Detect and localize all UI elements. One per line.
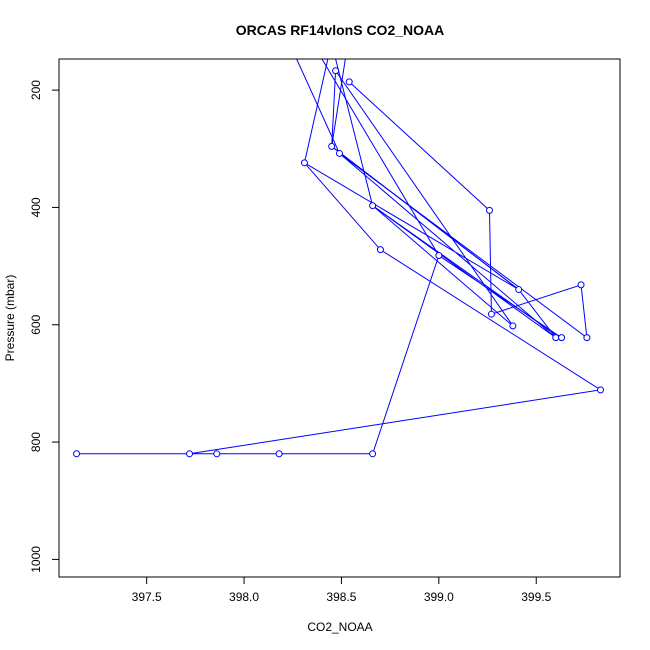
data-point <box>369 450 377 458</box>
data-point <box>186 450 194 458</box>
x-tick-label: 397.5 <box>132 590 162 604</box>
x-tick-label: 398.5 <box>326 590 356 604</box>
y-tick-label: 1000 <box>29 546 43 573</box>
data-point <box>332 67 340 75</box>
x-axis: 397.5 398.0 398.5 399.0 399.5 <box>132 577 552 604</box>
data-point <box>583 334 591 342</box>
y-tick-label: 400 <box>29 197 43 217</box>
data-point <box>558 334 566 342</box>
data-point <box>485 206 493 214</box>
data-point <box>509 322 517 330</box>
y-tick-label: 600 <box>29 314 43 334</box>
data-point <box>213 450 221 458</box>
plot-area <box>73 59 605 458</box>
data-point <box>376 246 384 254</box>
data-point <box>345 78 353 86</box>
plot-frame <box>58 58 621 578</box>
y-tick-label: 200 <box>29 80 43 100</box>
data-point <box>597 386 605 394</box>
data-point <box>435 252 443 260</box>
data-point <box>336 149 343 157</box>
data-point <box>300 159 308 167</box>
series-line <box>76 69 602 455</box>
series-segment <box>321 59 440 256</box>
x-axis-label: CO2_NOAA <box>307 620 372 634</box>
x-tick-label: 399.5 <box>521 590 551 604</box>
data-point <box>369 202 377 210</box>
y-axis-label: Pressure (mbar) <box>3 275 17 362</box>
data-point <box>487 310 495 318</box>
data-point <box>552 334 560 342</box>
data-point <box>577 281 585 289</box>
y-tick-label: 800 <box>29 432 43 452</box>
data-point <box>515 286 523 294</box>
y-axis: 200 400 600 800 1000 <box>29 80 59 573</box>
data-point <box>73 450 81 458</box>
data-point <box>328 142 336 150</box>
series-segment <box>303 59 329 163</box>
x-tick-label: 399.0 <box>424 590 454 604</box>
x-tick-label: 398.0 <box>229 590 259 604</box>
chart-title: ORCAS RF14vlonS CO2_NOAA <box>236 22 444 38</box>
data-point <box>275 450 283 458</box>
